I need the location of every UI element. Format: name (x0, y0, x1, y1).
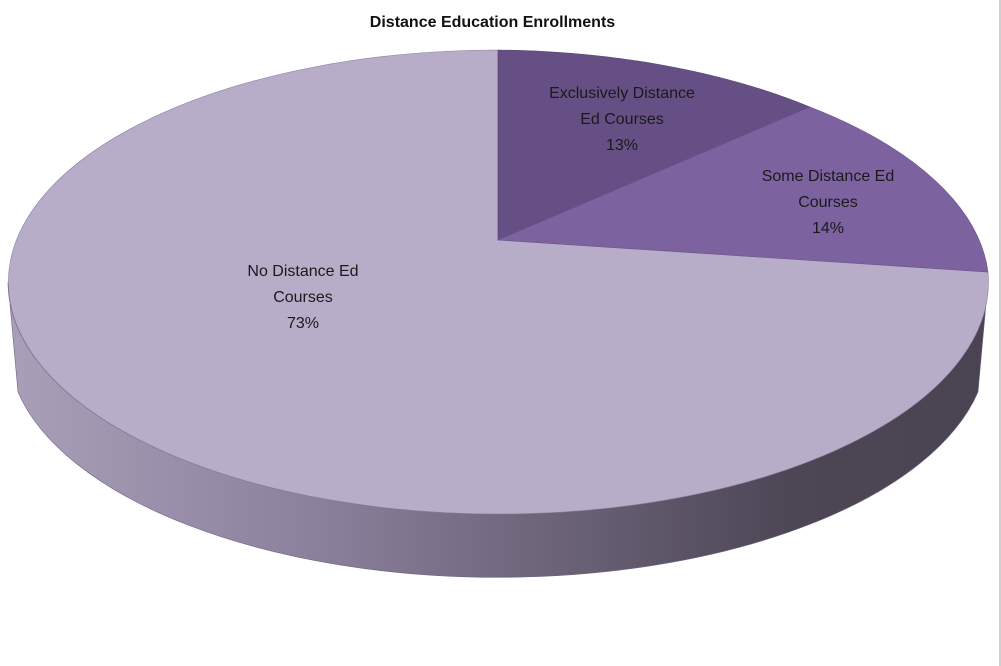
label-pct: 73% (286, 315, 320, 332)
label-line1: Some Distance Ed (761, 168, 895, 185)
data-label-exclusively-distance-ed: Exclusively Distance Ed Courses 13% (522, 81, 722, 159)
chart-title: Distance Education Enrollments (369, 14, 616, 31)
chart-frame-edge (999, 0, 1001, 666)
label-line2: Courses (798, 194, 858, 211)
slice-no-distance-ed[interactable] (8, 49, 989, 515)
data-label-some-distance-ed: Some Distance Ed Courses 14% (728, 164, 928, 242)
slice-some-distance-ed[interactable] (497, 106, 989, 273)
data-label-no-distance-ed: No Distance Ed Courses 73% (203, 259, 403, 337)
label-line2: Ed Courses (580, 111, 664, 128)
label-line1: Exclusively Distance (549, 85, 695, 102)
label-pct: 14% (811, 220, 845, 237)
label-pct: 13% (605, 137, 639, 154)
label-line1: No Distance Ed (247, 263, 359, 280)
label-line2: Courses (273, 289, 333, 306)
slice-exclusively-distance-ed[interactable] (497, 49, 811, 241)
